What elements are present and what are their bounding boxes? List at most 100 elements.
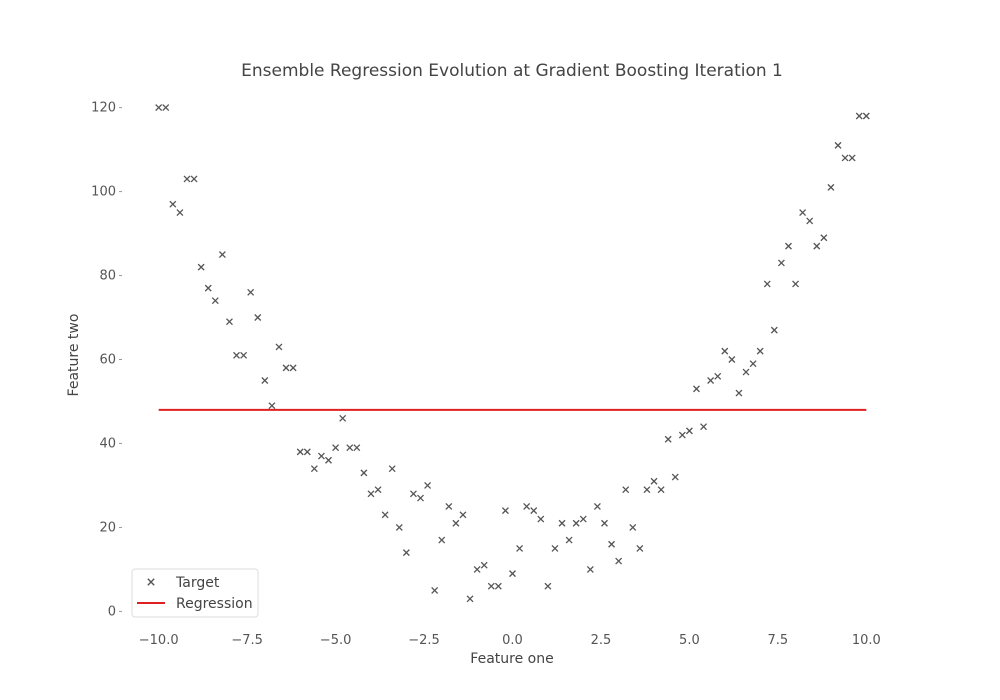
target-point <box>317 452 325 460</box>
target-point <box>820 234 828 242</box>
target-point <box>862 112 870 120</box>
x-tick-label: 5.0 <box>679 633 700 648</box>
target-point <box>707 377 715 384</box>
y-tick-label: 120 <box>91 101 116 116</box>
target-point <box>310 465 318 473</box>
target-point <box>664 435 672 443</box>
target-point <box>169 200 177 208</box>
legend-label-target: Target <box>175 575 220 591</box>
target-point <box>742 368 750 376</box>
target-point <box>275 343 283 351</box>
target-point <box>254 314 262 321</box>
target-point <box>240 351 248 359</box>
x-axis-label: Feature one <box>470 651 553 667</box>
target-point <box>325 456 332 464</box>
target-point <box>374 486 382 494</box>
target-point <box>466 595 474 603</box>
target-point <box>792 280 800 288</box>
target-point <box>721 347 729 355</box>
target-point <box>572 519 580 527</box>
target-point <box>501 507 509 515</box>
legend-box <box>131 568 259 618</box>
target-point <box>678 431 686 439</box>
target-point <box>176 209 184 217</box>
target-point <box>381 511 389 519</box>
target-point <box>494 582 502 590</box>
y-tick-label: 40 <box>99 436 116 451</box>
legend-label-regression: Regression <box>176 596 253 612</box>
target-point <box>579 515 587 523</box>
target-point <box>785 242 792 250</box>
y-axis-ticks: 0 20 40 60 80 100 120 <box>91 101 122 619</box>
target-point <box>586 565 594 573</box>
target-point <box>855 112 863 120</box>
x-axis-ticks: −10.0 −7.5 −5.0 −2.5 0.0 2.5 5.0 7.5 10.0 <box>139 633 881 648</box>
target-point <box>841 154 849 162</box>
x-tick-label: 0.0 <box>502 633 523 648</box>
target-point <box>601 519 608 527</box>
target-point <box>629 523 637 531</box>
target-point <box>636 544 644 552</box>
target-point <box>608 540 616 548</box>
target-point <box>417 494 424 502</box>
target-point <box>218 251 226 258</box>
target-point <box>551 544 559 552</box>
target-point <box>268 402 276 410</box>
target-point <box>593 502 601 510</box>
target-point <box>225 318 233 326</box>
target-point <box>346 444 354 452</box>
target-point <box>834 141 842 149</box>
target-point <box>827 183 835 191</box>
target-point <box>452 519 460 527</box>
target-point <box>700 423 708 431</box>
target-point <box>353 444 361 452</box>
target-point <box>395 523 403 531</box>
target-point <box>615 557 623 565</box>
target-series <box>155 104 870 603</box>
target-point <box>289 364 297 372</box>
target-point <box>671 473 679 481</box>
target-point <box>756 347 764 355</box>
target-point <box>190 175 198 183</box>
target-point <box>777 259 785 267</box>
target-point <box>480 561 488 569</box>
target-point <box>233 351 240 359</box>
target-point <box>388 465 396 473</box>
target-point <box>806 217 814 225</box>
y-axis-label: Feature two <box>66 314 82 397</box>
y-tick-label: 20 <box>99 520 116 535</box>
target-point <box>473 565 481 573</box>
target-point <box>409 490 417 498</box>
target-point <box>643 486 651 494</box>
target-point <box>445 502 453 510</box>
target-point <box>565 536 573 544</box>
y-tick-label: 100 <box>91 185 116 200</box>
target-point <box>303 448 311 456</box>
target-point <box>735 389 743 397</box>
target-point <box>799 209 807 217</box>
target-point <box>544 582 552 590</box>
target-point <box>537 515 545 523</box>
target-point <box>431 586 439 594</box>
target-point <box>516 544 524 552</box>
target-point <box>197 263 205 271</box>
target-point <box>813 242 821 250</box>
target-point <box>749 360 757 368</box>
target-point <box>204 284 212 292</box>
target-point <box>282 364 290 372</box>
target-point <box>459 511 467 519</box>
chart-title: Ensemble Regression Evolution at Gradien… <box>241 61 783 81</box>
target-point <box>339 414 347 422</box>
x-tick-label: 10.0 <box>852 633 881 648</box>
target-point <box>162 104 170 112</box>
legend-marker-target <box>147 578 155 586</box>
target-point <box>438 536 446 544</box>
target-point <box>714 372 722 380</box>
target-point <box>558 519 566 527</box>
x-tick-label: 7.5 <box>768 633 789 648</box>
y-tick-label: 60 <box>99 353 116 368</box>
x-tick-label: −10.0 <box>139 633 179 648</box>
target-point <box>530 507 538 515</box>
target-point <box>332 444 340 452</box>
